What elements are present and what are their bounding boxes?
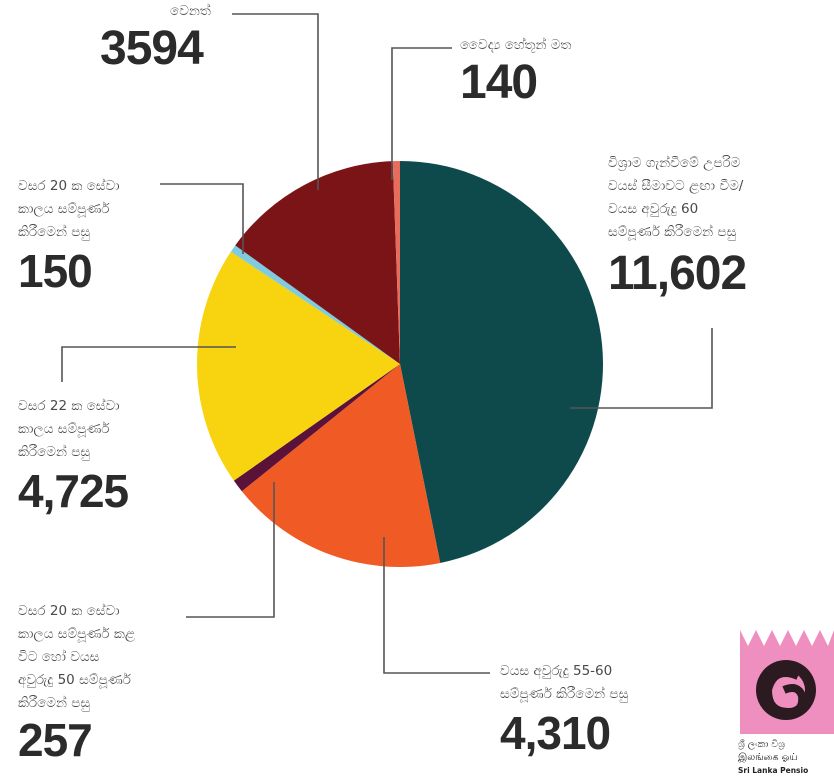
logo-zigzag: [740, 628, 834, 646]
label-service-20: වසර 20 ක සේවා කාලය සම්පූර්ණ කිරීමෙන් පසු…: [18, 175, 218, 294]
logo-line-3: Sri Lanka Pensio: [738, 766, 809, 775]
label-age-limit-text: විශ්‍රාම ගැන්වීමේ උපරිම වයස් සීමාවට ළඟා …: [608, 155, 744, 240]
pension-logo: [740, 628, 834, 734]
label-other-value: 3594: [100, 22, 204, 75]
logo-glyph: [763, 669, 807, 717]
label-service-22: වසර 22 ක සේවා කාලය සම්පූර්ණ කිරීමෙන් පසු…: [18, 395, 218, 514]
label-service-22-value: 4,725: [18, 465, 129, 517]
label-age-55-60-text: වයස අවුරුදු 55-60 සම්පූර්ණ කිරීමෙන් පසු: [500, 663, 629, 702]
label-age-limit: විශ්‍රාම ගැන්වීමේ උපරිම වයස් සීමාවට ළඟා …: [608, 152, 834, 298]
label-medical-value: 140: [460, 56, 538, 109]
pie-slice-medical: [392, 161, 400, 364]
leader-line-service_20: [160, 183, 244, 254]
label-service-20-or-50-value: 257: [18, 714, 93, 766]
leader-line-other: [232, 13, 319, 190]
pie-slice-age_55_60: [241, 364, 441, 567]
label-service-20-or-50: වසර 20 ක සේවා කාලය සම්පූර්ණ කළ විට හෝ වය…: [18, 600, 238, 763]
leader-line-age_55_60: [383, 537, 490, 674]
leader-line-service_22: [61, 346, 236, 382]
logo-line-1: ශ්‍රී ලංකා විශ්‍ර: [738, 739, 785, 750]
pie-slice-service_22: [196, 251, 400, 481]
label-medical: වෛද්‍ය හේතූන් මත 140: [460, 34, 680, 107]
label-service-22-text: වසර 22 ක සේවා කාලය සම්පූර්ණ කිරීමෙන් පසු: [18, 398, 120, 460]
logo-line-2: இலங்கை ஓய்: [738, 752, 798, 763]
pie-slice-service_20_or_50: [233, 364, 400, 492]
pie-slice-service_20: [230, 245, 400, 364]
leader-line-service_20_or_50: [186, 482, 275, 618]
label-medical-text: වෛද්‍ය හේතූන් මත: [460, 37, 572, 53]
logo-text: ශ්‍රී ලංකා විශ්‍ර இலங்கை ஓய் Sri Lanka P…: [738, 738, 834, 777]
label-service-20-or-50-text: වසර 20 ක සේවා කාලය සම්පූර්ණ කළ විට හෝ වය…: [18, 603, 136, 711]
label-other-text: වෙනත්: [170, 3, 211, 19]
label-service-20-value: 150: [18, 245, 93, 297]
label-service-20-text: වසර 20 ක සේවා කාලය සම්පූර්ණ කිරීමෙන් පසු: [18, 178, 120, 240]
leader-line-medical: [391, 47, 452, 180]
pie-slice-other: [235, 161, 400, 364]
pie-slice-age_limit: [400, 161, 603, 563]
label-age-limit-value: 11,602: [608, 247, 747, 300]
label-age-55-60: වයස අවුරුදු 55-60 සම්පූර්ණ කිරීමෙන් පසු …: [500, 660, 720, 756]
leader-line-age_limit: [570, 328, 713, 409]
label-other: වෙනත් 3594: [100, 0, 300, 73]
label-age-55-60-value: 4,310: [500, 707, 611, 759]
